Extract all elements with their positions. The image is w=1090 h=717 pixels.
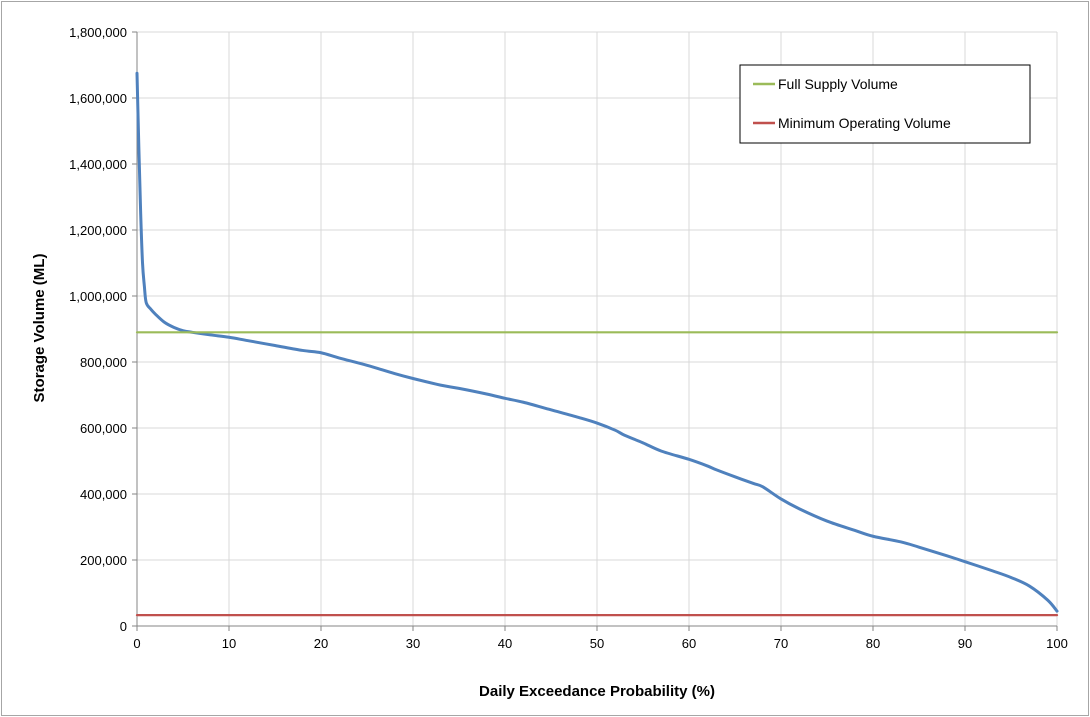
y-tick-label: 1,200,000 bbox=[69, 223, 127, 238]
y-tick-label: 1,400,000 bbox=[69, 157, 127, 172]
y-tick-label: 1,800,000 bbox=[69, 25, 127, 40]
legend-box bbox=[739, 64, 1031, 144]
y-tick-label: 600,000 bbox=[80, 421, 127, 436]
x-tick-label: 100 bbox=[1046, 636, 1068, 651]
x-tick-label: 30 bbox=[406, 636, 420, 651]
x-axis-title: Daily Exceedance Probability (%) bbox=[479, 683, 715, 700]
x-tick-label: 10 bbox=[222, 636, 236, 651]
gridlines bbox=[137, 31, 1058, 626]
y-tick-label: 0 bbox=[120, 619, 127, 634]
x-tick-label: 40 bbox=[498, 636, 512, 651]
storage-volume-curve bbox=[135, 71, 1059, 613]
y-tick-label: 400,000 bbox=[80, 487, 127, 502]
x-tick-label: 20 bbox=[314, 636, 328, 651]
y-tick-label: 1,600,000 bbox=[69, 91, 127, 106]
x-tick-label: 0 bbox=[133, 636, 140, 651]
series-lines bbox=[135, 71, 1059, 617]
y-tick-label: 1,000,000 bbox=[69, 289, 127, 304]
y-tick-label: 200,000 bbox=[80, 553, 127, 568]
x-tick-label: 80 bbox=[866, 636, 880, 651]
legend-label-full-supply-volume: Full Supply Volume bbox=[778, 76, 898, 92]
x-tick-label: 90 bbox=[958, 636, 972, 651]
x-tick-label: 60 bbox=[682, 636, 696, 651]
x-tick-label: 70 bbox=[774, 636, 788, 651]
tick-labels: 0 10 20 30 40 50 60 70 80 90 100 0 200,000 400,000 600… bbox=[69, 25, 1068, 651]
legend-label-minimum-operating-volume: Minimum Operating Volume bbox=[778, 115, 951, 131]
x-tick-label: 50 bbox=[590, 636, 604, 651]
y-axis-title: Storage Volume (ML) bbox=[31, 254, 48, 403]
y-tick-label: 800,000 bbox=[80, 355, 127, 370]
legend: Full Supply Volume Minimum Operating Vol… bbox=[739, 64, 1031, 144]
